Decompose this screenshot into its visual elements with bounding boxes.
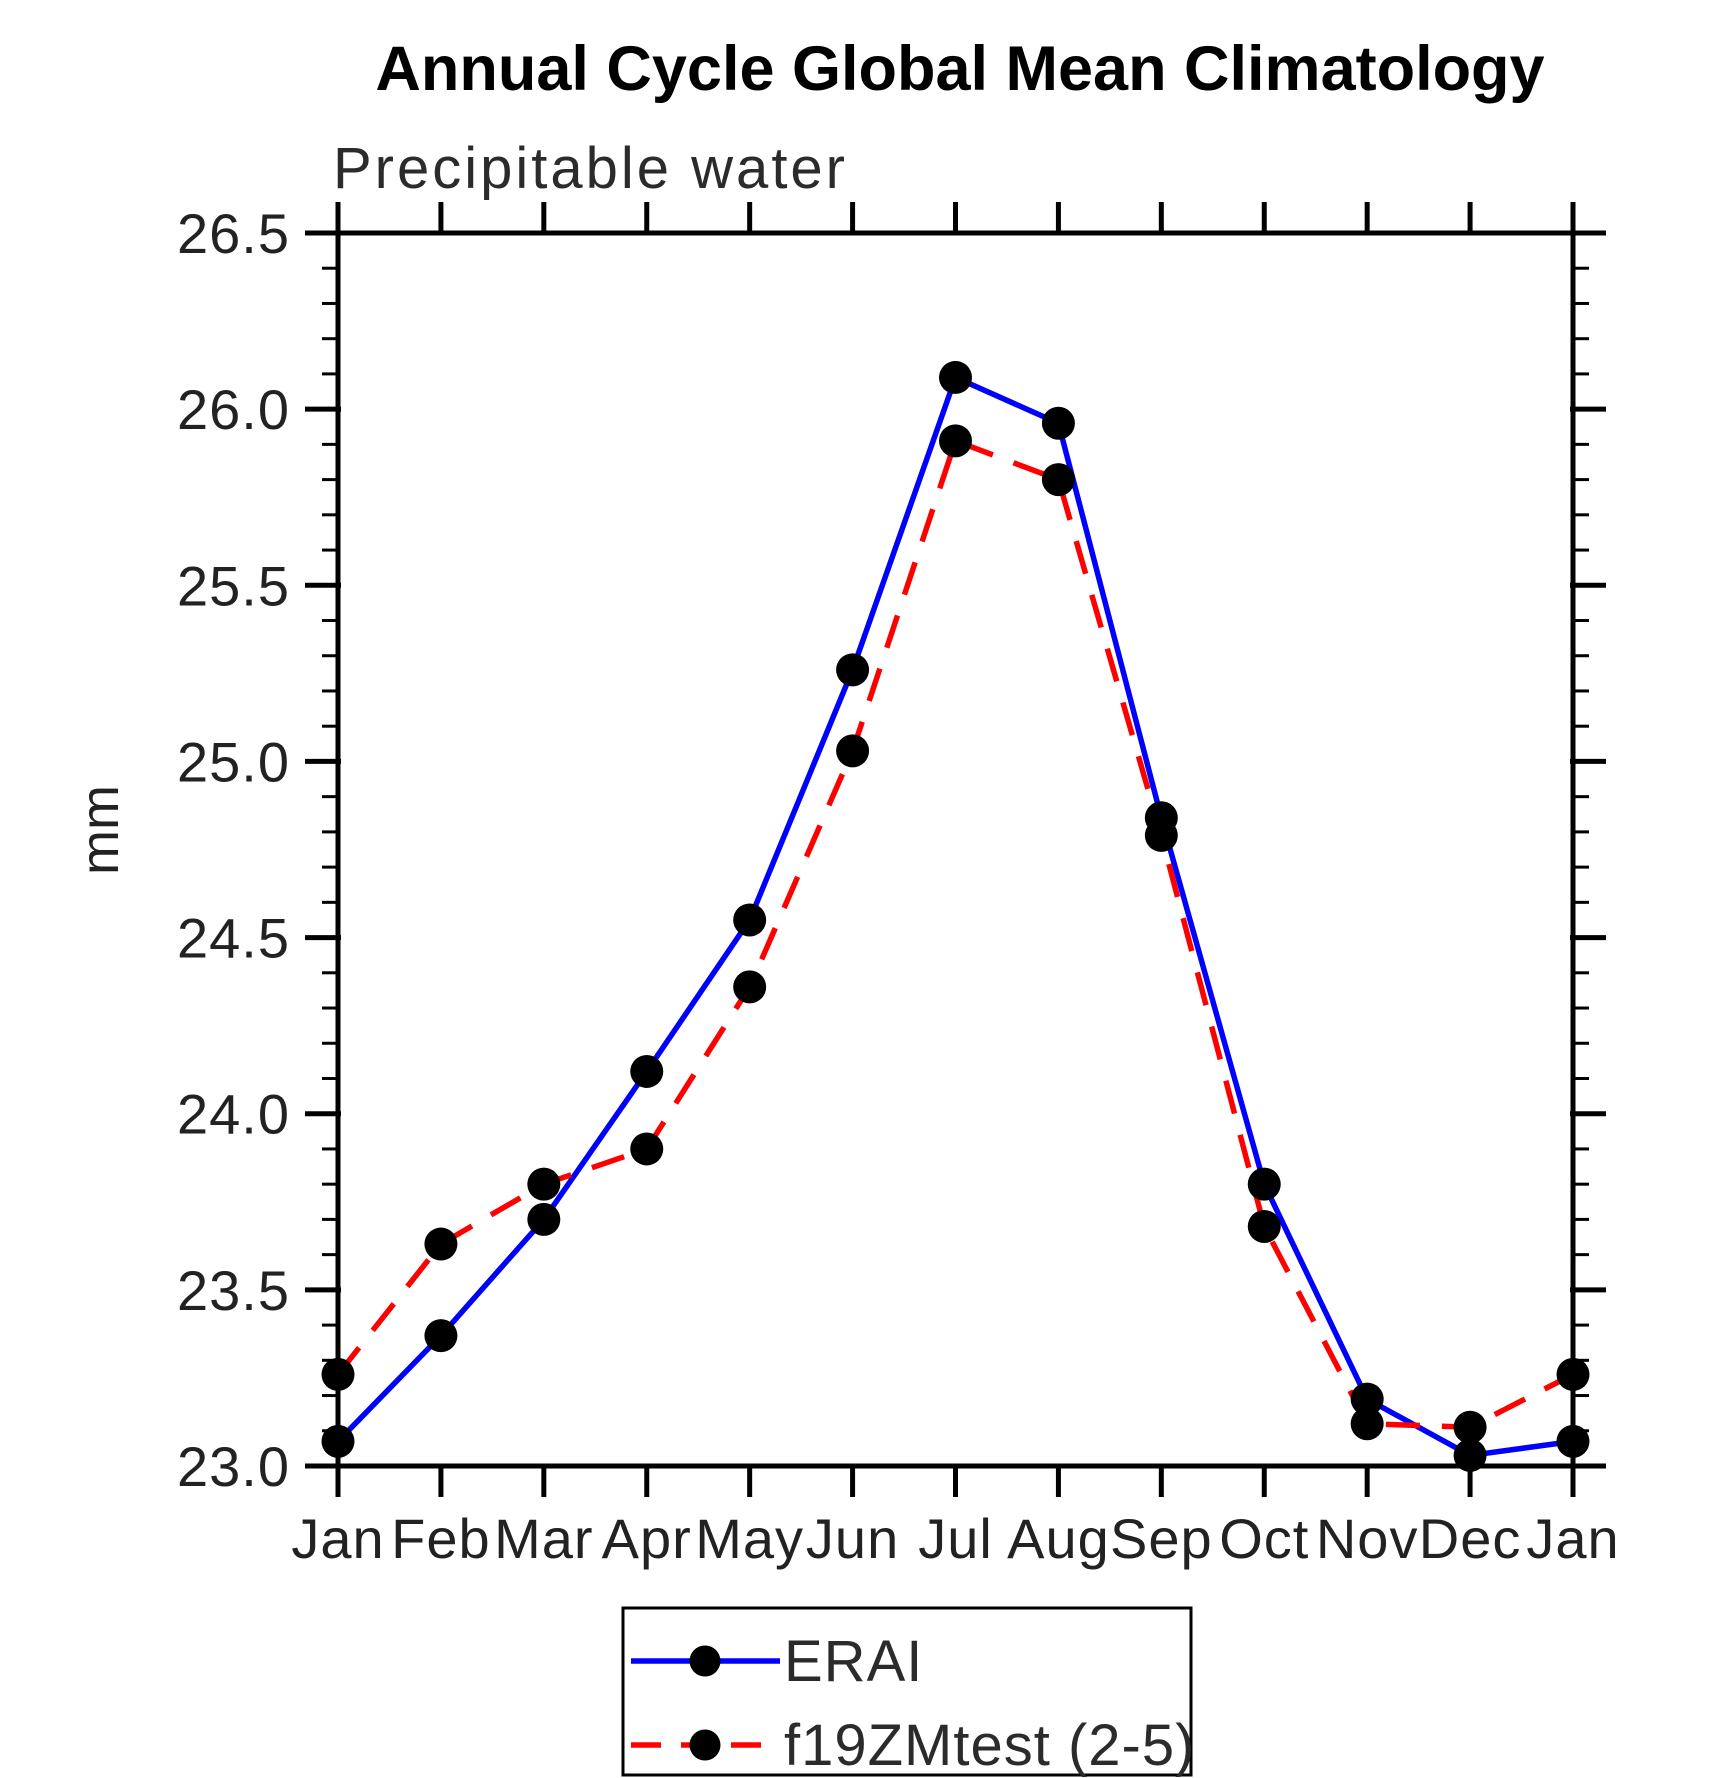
data-point-marker [733, 903, 767, 937]
data-point-marker [1247, 1209, 1281, 1243]
legend-sample-marker [689, 1729, 721, 1761]
x-tick-label: Jun [806, 1507, 899, 1570]
data-point-marker [939, 360, 972, 394]
series-line-solid [336, 373, 1574, 1459]
data-point-marker [1041, 463, 1075, 497]
data-point-marker [1556, 1357, 1590, 1391]
data-point-marker [1247, 1167, 1281, 1201]
data-point-marker [939, 424, 972, 458]
data-point-marker [527, 1202, 561, 1236]
data-point-marker [321, 1357, 355, 1391]
data-point-marker [1350, 1407, 1384, 1441]
legend: ERAI f19ZMtest (2-5) [621, 1606, 1195, 1778]
x-tick-label: Jan [291, 1507, 384, 1570]
data-point-marker [1144, 818, 1178, 852]
y-tick-label: 25.5 [177, 554, 290, 617]
y-tick-label: 26.5 [177, 202, 290, 265]
y-tick-label: 26.0 [177, 378, 290, 441]
x-tick-label: May [695, 1507, 804, 1570]
x-tick-label: Sep [1110, 1507, 1213, 1570]
y-tick-label: 23.0 [177, 1435, 290, 1498]
data-point-marker [630, 1132, 664, 1166]
y-tick-label: 24.0 [177, 1083, 290, 1146]
data-point-marker [733, 970, 767, 1004]
x-tick-label: Mar [494, 1507, 593, 1570]
data-point-marker [1041, 406, 1075, 440]
legend-label: f19ZMtest (2-5) [784, 1713, 1195, 1778]
chart-title: Annual Cycle Global Mean Climatology [375, 34, 1544, 104]
data-point-marker [630, 1054, 664, 1088]
data-point-marker [836, 653, 870, 687]
x-tick-label: Jan [1526, 1507, 1619, 1570]
y-tick-label: 23.5 [177, 1259, 290, 1322]
data-point-marker [1453, 1438, 1487, 1472]
x-tick-label: Dec [1419, 1507, 1522, 1570]
x-tick-label: Feb [391, 1507, 491, 1570]
data-point-marker [424, 1319, 458, 1353]
data-point-marker [424, 1227, 458, 1261]
x-tick-label: Nov [1316, 1507, 1419, 1570]
chart-subtitle: Precipitable water [333, 136, 848, 201]
y-tick-label: 24.5 [177, 907, 290, 970]
y-tick-label: 25.0 [177, 730, 290, 793]
data-point-marker [1453, 1410, 1487, 1444]
x-tick-label: Apr [602, 1507, 692, 1570]
data-point-marker [527, 1167, 561, 1201]
plot-frame [335, 230, 1576, 1469]
data-point-marker [836, 734, 870, 768]
x-tick-label: Oct [1219, 1507, 1309, 1570]
series-line-dashed [335, 437, 1575, 1431]
y-axis-label: mm [70, 785, 130, 875]
legend-sample-marker [689, 1645, 721, 1677]
legend-label: ERAI [784, 1629, 923, 1694]
data-point-marker [321, 1424, 355, 1458]
data-point-marker [1350, 1382, 1384, 1416]
x-tick-label: Jul [918, 1507, 993, 1570]
x-tick-label: Aug [1007, 1507, 1110, 1570]
data-point-marker [1556, 1424, 1590, 1458]
